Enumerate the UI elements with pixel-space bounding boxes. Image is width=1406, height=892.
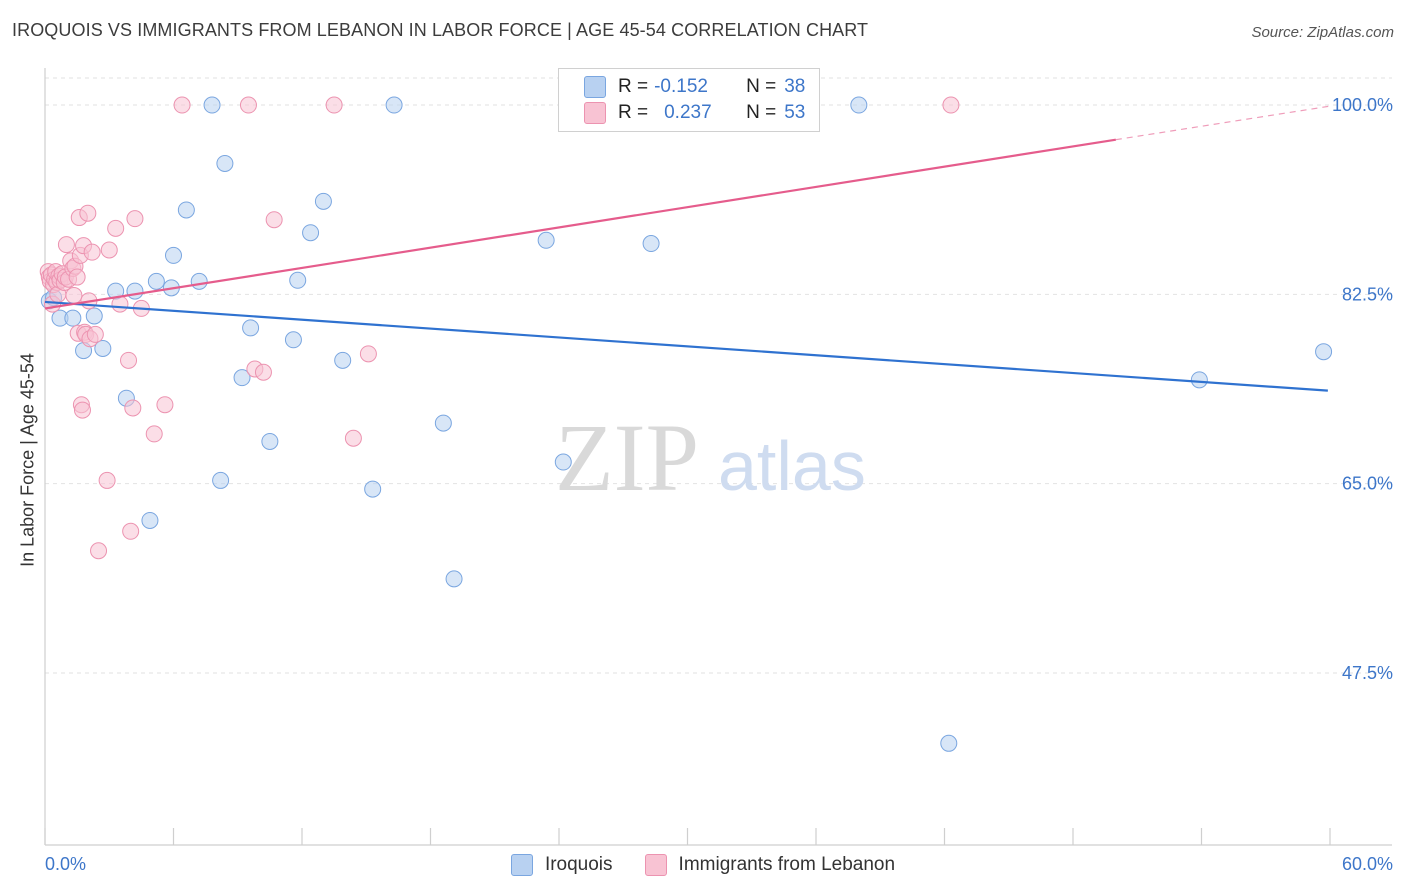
legend-label-iroquois: Iroquois	[544, 854, 613, 875]
lebanon-point	[107, 219, 125, 237]
legend-n-label: N =	[746, 102, 777, 123]
legend-row-iroquois: R = -0.152 N = 38	[584, 75, 805, 99]
lebanon-point	[145, 425, 163, 443]
y-tick-label: 100.0%	[1332, 95, 1393, 115]
iroquois-point	[314, 192, 332, 210]
tick-label-layer: 47.5% 65.0% 82.5% 100.0% 0.0% 60.0%	[45, 95, 1393, 874]
legend-swatch-blue	[510, 854, 533, 876]
lebanon-point	[254, 363, 272, 381]
lebanon-point	[79, 204, 97, 222]
lebanon-point	[73, 401, 91, 419]
iroquois-point	[940, 734, 958, 752]
y-tick-label: 47.5%	[1342, 663, 1393, 683]
iroquois-point	[242, 319, 260, 337]
legend-item-iroquois: Iroquois	[510, 854, 613, 876]
iroquois-point	[385, 96, 403, 114]
series-legend: Iroquois Immigrants from Lebanon	[0, 852, 1406, 878]
iroquois-point	[64, 309, 82, 327]
lebanon-point	[124, 399, 142, 417]
iroquois-point	[537, 231, 555, 249]
legend-swatch-pink	[584, 102, 606, 124]
lebanon-point	[86, 325, 104, 343]
legend-n-value: 53	[784, 102, 806, 123]
lebanon-point	[325, 96, 343, 114]
iroquois-point	[1190, 371, 1208, 389]
legend-swatch-pink	[644, 854, 667, 876]
iroquois-point	[233, 369, 251, 387]
lebanon-point	[57, 236, 75, 254]
iroquois-point	[302, 224, 320, 242]
stats-legend: R = -0.152 N = 38 R = 0.237 N = 53	[558, 68, 820, 132]
trend-layer	[44, 105, 1331, 392]
lebanon-point	[83, 243, 101, 261]
iroquois-point	[642, 235, 660, 253]
lebanon-trend-extension	[1115, 105, 1331, 141]
legend-row-lebanon: R = 0.237 N = 53	[584, 101, 805, 125]
lebanon-point	[265, 211, 283, 229]
lebanon-point	[239, 96, 257, 114]
y-tick-label: 65.0%	[1342, 474, 1393, 494]
iroquois-point	[364, 480, 382, 498]
iroquois-point	[289, 271, 307, 289]
lebanon-point	[90, 542, 108, 560]
iroquois-point	[177, 201, 195, 219]
iroquois-point	[165, 246, 182, 264]
legend-r-value: 0.237	[664, 102, 712, 123]
iroquois-point	[141, 511, 159, 529]
iroquois-point	[261, 432, 279, 450]
iroquois-point	[212, 471, 230, 489]
lebanon-point	[98, 471, 116, 489]
lebanon-point	[359, 345, 377, 363]
iroquois-point	[334, 351, 352, 369]
iroquois-point	[147, 272, 165, 290]
watermark-atlas: atlas	[718, 427, 866, 505]
legend-r-label: R =	[618, 76, 649, 97]
legend-swatch-blue	[584, 76, 606, 98]
lebanon-point	[344, 429, 362, 447]
legend-n-label: N =	[746, 76, 777, 97]
iroquois-point	[1315, 343, 1333, 361]
lebanon-point	[100, 241, 118, 259]
legend-r-value: -0.152	[654, 76, 708, 97]
watermark-zip: ZIP	[555, 404, 699, 511]
iroquois-point	[434, 414, 452, 432]
lebanon-point	[942, 96, 960, 114]
legend-item-lebanon: Immigrants from Lebanon	[644, 854, 896, 876]
lebanon-trend-line	[44, 138, 1117, 310]
iroquois-point	[554, 453, 572, 471]
iroquois-point	[850, 96, 868, 114]
iroquois-point	[216, 154, 234, 172]
iroquois-trend-line	[44, 300, 1328, 392]
iroquois-point	[284, 331, 302, 349]
legend-r-label: R =	[618, 102, 649, 123]
iroquois-point	[190, 272, 208, 290]
lebanon-point	[156, 396, 174, 414]
iroquois-point	[94, 339, 112, 357]
lebanon-point	[173, 96, 191, 114]
iroquois-point	[445, 570, 463, 588]
lebanon-point	[65, 286, 83, 304]
watermark: ZIP atlas	[555, 404, 866, 511]
y-tick-label: 82.5%	[1342, 284, 1393, 304]
x-tick-label: 0.0%	[45, 854, 86, 874]
x-tick-label: 60.0%	[1342, 854, 1393, 874]
lebanon-point	[120, 351, 138, 369]
axis-layer	[44, 68, 1392, 846]
iroquois-point	[126, 282, 144, 300]
chart-title: IROQUOIS VS IMMIGRANTS FROM LEBANON IN L…	[12, 20, 869, 40]
legend-label-lebanon: Immigrants from Lebanon	[678, 854, 896, 875]
source-credit: Source: ZipAtlas.com	[1251, 24, 1394, 41]
lebanon-point	[68, 268, 86, 286]
iroquois-point	[203, 96, 221, 114]
iroquois-point	[85, 307, 103, 325]
lebanon-point	[126, 210, 144, 228]
lebanon-point	[122, 522, 140, 540]
legend-n-value: 38	[784, 76, 806, 97]
